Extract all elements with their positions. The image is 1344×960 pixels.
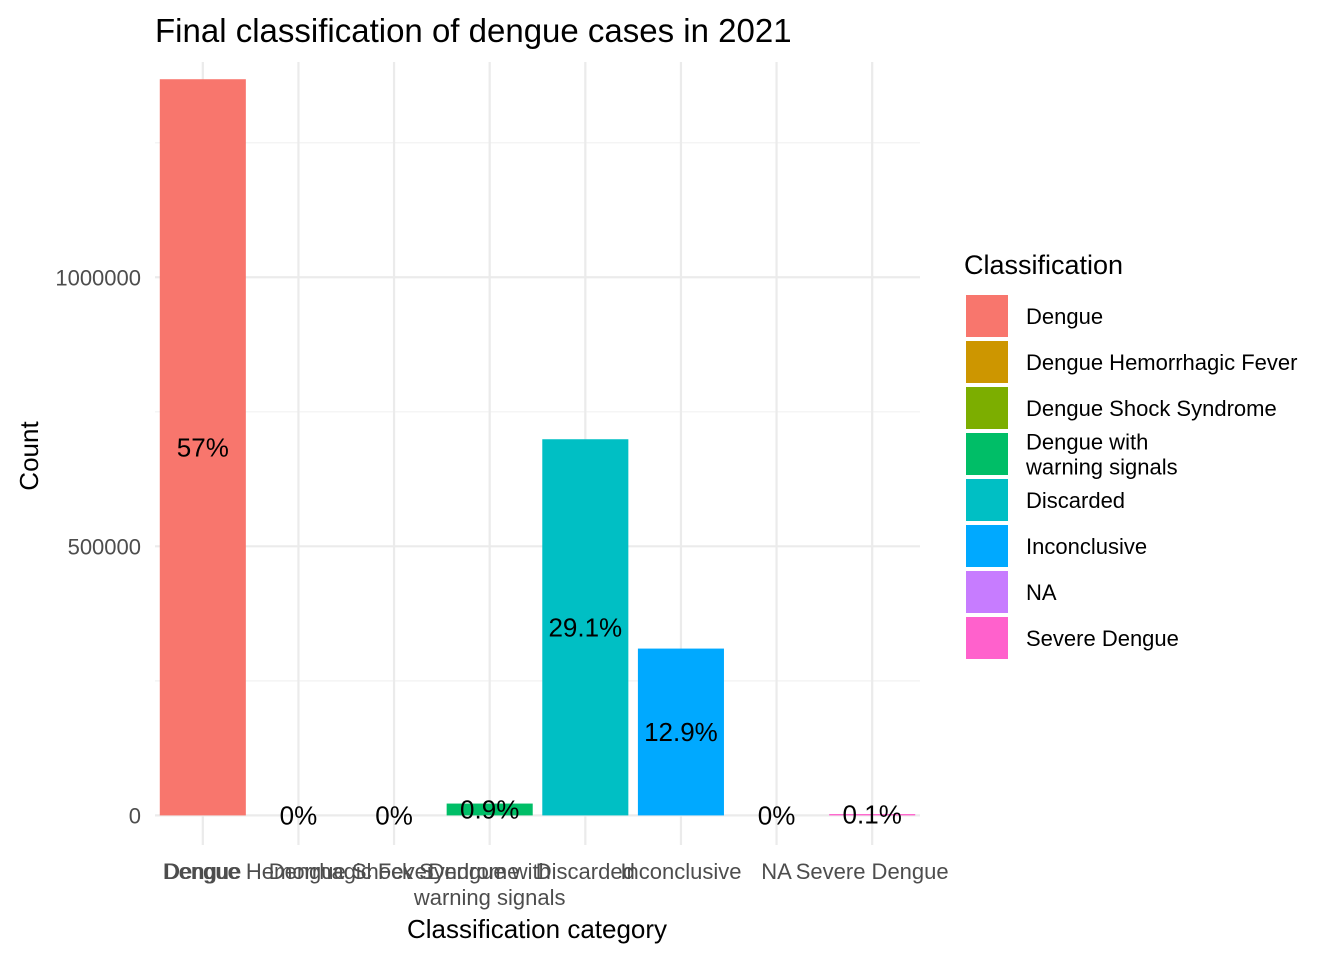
chart-title: Final classification of dengue cases in … xyxy=(155,12,792,49)
x-tick-label-dengue-with-warning-signals: Dengue with warning signals xyxy=(413,859,566,910)
legend-label-dengue-with-warning-signals: Dengue with warning signals xyxy=(1025,430,1178,480)
legend-title: Classification xyxy=(964,250,1123,280)
data-label-na: 0% xyxy=(758,800,796,830)
legend-key-na xyxy=(966,571,1008,613)
data-label-dengue-with-warning-signals: 0.9% xyxy=(460,794,519,824)
bar-discarded xyxy=(542,439,629,816)
x-tick-label-dengue-hemorrhagic-fever: Dengue Hemorrhagic Fever xyxy=(163,859,434,884)
data-label-severe-dengue: 0.1% xyxy=(843,800,902,830)
legend-label-inconclusive: Inconclusive xyxy=(1026,534,1147,559)
legend-label-na: NA xyxy=(1026,580,1057,605)
x-tick-label-dengue-shock-syndrome: Dengue Shock Syndrome xyxy=(269,859,520,884)
x-tick-label-na: NA xyxy=(761,859,792,884)
data-label-discarded: 29.1% xyxy=(548,612,622,642)
bar-dengue-with-warning-signals xyxy=(446,803,533,816)
legend-key-discarded xyxy=(966,479,1008,521)
legend-label-dengue-hemorrhagic-fever: Dengue Hemorrhagic Fever xyxy=(1026,350,1297,375)
x-tick-label-severe-dengue: Severe Dengue xyxy=(796,859,949,884)
legend-key-dengue-with-warning-signals xyxy=(966,433,1008,475)
y-tick-label: 500000 xyxy=(68,534,141,559)
bars xyxy=(159,79,916,816)
bar-inconclusive xyxy=(637,648,724,816)
x-tick-label-inconclusive: Inconclusive xyxy=(620,859,741,884)
legend-label-discarded: Discarded xyxy=(1026,488,1125,513)
bar-severe-dengue xyxy=(829,814,916,816)
legend-label-dengue-shock-syndrome: Dengue Shock Syndrome xyxy=(1026,396,1277,421)
legend-key-inconclusive xyxy=(966,525,1008,567)
legend-label-dengue: Dengue xyxy=(1026,304,1103,329)
bar-dengue xyxy=(159,79,246,816)
x-axis-title: Classification category xyxy=(407,914,667,944)
legend-key-dengue-shock-syndrome xyxy=(966,387,1008,429)
y-tick-label: 1000000 xyxy=(55,265,141,290)
legend: Classification Dengue Dengue Hemorrhagic … xyxy=(964,250,1297,659)
x-tick-label-dengue: Dengue xyxy=(164,859,241,884)
legend-key-severe-dengue xyxy=(966,617,1008,659)
y-axis-title: Count xyxy=(14,421,44,491)
grid xyxy=(155,62,920,845)
legend-key-dengue-hemorrhagic-fever xyxy=(966,341,1008,383)
data-label-dengue-shock-syndrome: 0% xyxy=(375,800,413,830)
data-labels: 57% 0% 0% 0.9% 29.1% 12.9% 0% 0.1% xyxy=(177,432,902,830)
y-tick-label: 0 xyxy=(129,803,141,828)
data-label-dengue: 57% xyxy=(177,432,229,462)
legend-key-dengue xyxy=(966,295,1008,337)
legend-label-severe-dengue: Severe Dengue xyxy=(1026,626,1179,651)
data-label-dengue-hemorrhagic-fever: 0% xyxy=(280,800,318,830)
x-tick-label-discarded: Discarded xyxy=(536,859,635,884)
y-axis-ticks: 0 500000 1000000 xyxy=(55,265,141,828)
data-label-inconclusive: 12.9% xyxy=(644,717,718,747)
